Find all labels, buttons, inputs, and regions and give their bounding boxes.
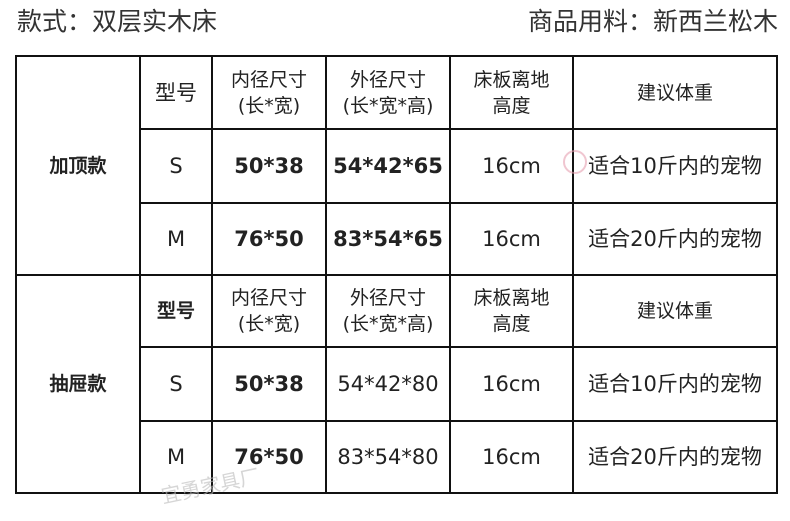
col-height: 床板离地 高度 xyxy=(449,55,574,130)
table-header-row: 抽屉款 型号 内径尺寸 (长*宽) 外径尺寸 (长*宽*高) 床板离地 高度 建议体重 xyxy=(15,274,778,494)
table-header-row: 加顶款 型号 内径尺寸 (长*宽) 外径尺寸 (长*宽*高) 床板离地 高度 建议体重 xyxy=(15,55,778,276)
cell-height: 16cm xyxy=(449,202,574,276)
spec-table: 加顶款 型号 内径尺寸 (长*宽) 外径尺寸 (长*宽*高) 床板离地 高度 建议体重… xyxy=(15,55,778,494)
col-outer: 外径尺寸 (长*宽*高) xyxy=(325,55,451,130)
cell-outer: 54*42*65 xyxy=(325,128,451,204)
cell-model: M xyxy=(139,202,213,276)
group-name: 抽屉款 xyxy=(15,274,141,494)
col-weight: 建议体重 xyxy=(572,274,778,348)
cell-outer: 83*54*80 xyxy=(325,420,451,494)
cell-model: S xyxy=(139,128,213,204)
group-name: 加顶款 xyxy=(15,55,141,276)
col-outer: 外径尺寸 (长*宽*高) xyxy=(325,274,451,348)
table-row: M 76*50 83*54*65 16cm 适合20斤内的宠物 xyxy=(16,202,778,276)
cell-outer: 83*54*65 xyxy=(325,202,451,276)
style-label: 款式：双层实木床 xyxy=(17,7,218,36)
material-label: 商品用料：新西兰松木 xyxy=(527,7,778,36)
col-height: 床板离地 高度 xyxy=(449,274,574,348)
cell-weight: 适合10斤内的宠物 xyxy=(572,346,778,422)
col-weight: 建议体重 xyxy=(572,55,778,130)
cell-inner: 50*38 xyxy=(211,346,327,422)
cell-height: 16cm xyxy=(449,420,574,494)
col-model: 型号 xyxy=(139,274,213,348)
stamp-icon xyxy=(563,150,587,174)
col-model: 型号 xyxy=(139,55,213,130)
cell-height: 16cm xyxy=(449,346,574,422)
cell-outer: 54*42*80 xyxy=(325,346,451,422)
cell-inner: 76*50 xyxy=(211,202,327,276)
cell-weight: 适合20斤内的宠物 xyxy=(572,420,778,494)
col-inner: 内径尺寸 (长*宽) xyxy=(211,55,327,130)
table-row: S 50*38 54*42*65 16cm 适合10斤内的宠物 xyxy=(16,128,778,204)
cell-inner: 50*38 xyxy=(211,128,327,204)
cell-inner: 76*50 xyxy=(211,420,327,494)
cell-model: S xyxy=(139,346,213,422)
cell-height: 16cm xyxy=(449,128,574,204)
table-row: S 50*38 54*42*80 16cm 适合10斤内的宠物 xyxy=(16,346,778,422)
cell-model: M xyxy=(139,420,213,494)
table-row: M 76*50 83*54*80 16cm 适合20斤内的宠物 xyxy=(16,420,778,494)
cell-weight: 适合20斤内的宠物 xyxy=(572,202,778,276)
col-inner: 内径尺寸 (长*宽) xyxy=(211,274,327,348)
cell-weight: 适合10斤内的宠物 xyxy=(572,128,778,204)
